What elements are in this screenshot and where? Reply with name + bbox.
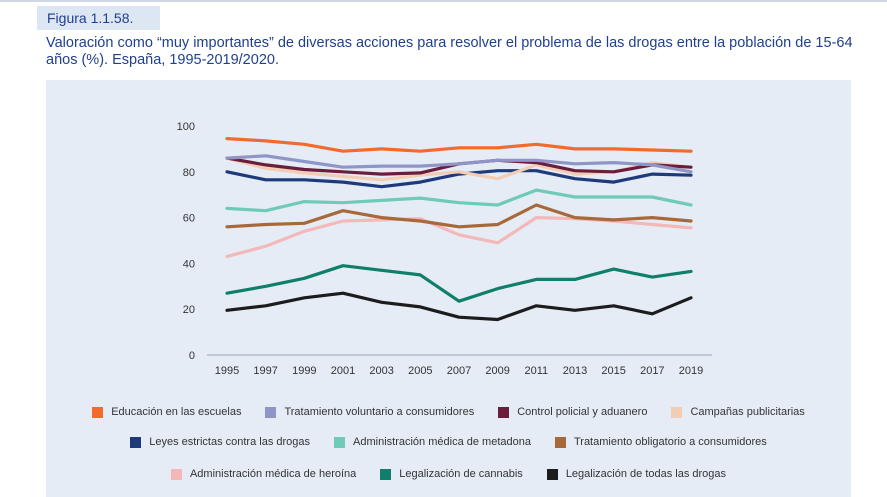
legend-label: Administración médica de metadona bbox=[353, 436, 531, 448]
legend-label: Legalización de todas las drogas bbox=[565, 468, 727, 480]
legend-swatch bbox=[334, 436, 346, 448]
series-line bbox=[225, 291, 693, 322]
legend-swatch bbox=[546, 468, 558, 480]
y-tick-label: 100 bbox=[177, 121, 195, 133]
series-line bbox=[225, 188, 693, 213]
legend-label: Administración médica de heroína bbox=[189, 468, 357, 480]
legend-item: Tratamiento obligatorio a consumidores bbox=[554, 436, 767, 448]
legend-item: Leyes estrictas contra las drogas bbox=[130, 436, 310, 448]
legend-row: Leyes estrictas contra las drogas Adminis… bbox=[46, 436, 851, 448]
x-tick-label: 2001 bbox=[331, 365, 355, 377]
y-tick-label: 0 bbox=[189, 350, 195, 362]
legend-swatch bbox=[265, 406, 277, 418]
legend-item: Tratamiento voluntario a consumidores bbox=[265, 406, 474, 418]
x-tick-label: 2013 bbox=[563, 365, 587, 377]
x-tick-label: 2005 bbox=[408, 365, 432, 377]
x-tick-label: 2003 bbox=[369, 365, 393, 377]
legend-label: Tratamiento obligatorio a consumidores bbox=[573, 436, 767, 448]
figure-title: Valoración como “muy importantes” de div… bbox=[46, 35, 853, 68]
legend-item: Control policial y aduanero bbox=[498, 406, 647, 418]
legend-label: Control policial y aduanero bbox=[517, 406, 648, 418]
series-line bbox=[225, 169, 693, 189]
legend-swatch bbox=[130, 436, 142, 448]
legend-row: Educación en las escuelas Tratamiento vol… bbox=[46, 406, 851, 418]
x-tick-label: 2011 bbox=[525, 365, 549, 377]
x-tick-label: 1995 bbox=[215, 365, 239, 377]
x-tick-label: 2019 bbox=[679, 365, 703, 377]
legend-item: Legalización de todas las drogas bbox=[546, 468, 727, 480]
legend-swatch bbox=[380, 468, 392, 480]
legend-label: Legalización de cannabis bbox=[399, 468, 523, 480]
series-line bbox=[225, 203, 693, 229]
legend-swatch bbox=[498, 406, 510, 418]
legend-item: Legalización de cannabis bbox=[380, 468, 523, 480]
legend-label: Campañas publicitarias bbox=[690, 406, 805, 418]
x-tick-label: 2015 bbox=[601, 365, 625, 377]
legend-item: Administración médica de metadona bbox=[334, 436, 531, 448]
x-tick-label: 2009 bbox=[485, 365, 509, 377]
y-tick-label: 60 bbox=[183, 213, 195, 225]
legend-swatch bbox=[671, 406, 683, 418]
y-tick-label: 20 bbox=[183, 304, 195, 316]
legend-swatch bbox=[92, 406, 104, 418]
y-tick-label: 80 bbox=[183, 167, 195, 179]
legend-swatch bbox=[170, 468, 182, 480]
legend-swatch bbox=[554, 436, 566, 448]
legend-item: Administración médica de heroína bbox=[170, 468, 357, 480]
legend-item: Educación en las escuelas bbox=[92, 406, 241, 418]
x-tick-label: 2007 bbox=[447, 365, 471, 377]
legend-row: Administración médica de heroína Legaliza… bbox=[46, 468, 851, 480]
legend-label: Tratamiento voluntario a consumidores bbox=[284, 406, 475, 418]
series-line bbox=[225, 137, 693, 153]
x-tick-label: 1997 bbox=[253, 365, 277, 377]
x-tick-label: 1999 bbox=[292, 365, 316, 377]
y-tick-label: 40 bbox=[183, 258, 195, 270]
legend-label: Leyes estrictas contra las drogas bbox=[149, 436, 311, 448]
series-line bbox=[225, 154, 693, 174]
figure-label: Figura 1.1.58. bbox=[37, 6, 160, 30]
series-line bbox=[225, 264, 693, 303]
legend-item: Campañas publicitarias bbox=[671, 406, 805, 418]
top-rule bbox=[0, 0, 887, 2]
legend-label: Educación en las escuelas bbox=[111, 406, 242, 418]
x-tick-label: 2017 bbox=[640, 365, 664, 377]
